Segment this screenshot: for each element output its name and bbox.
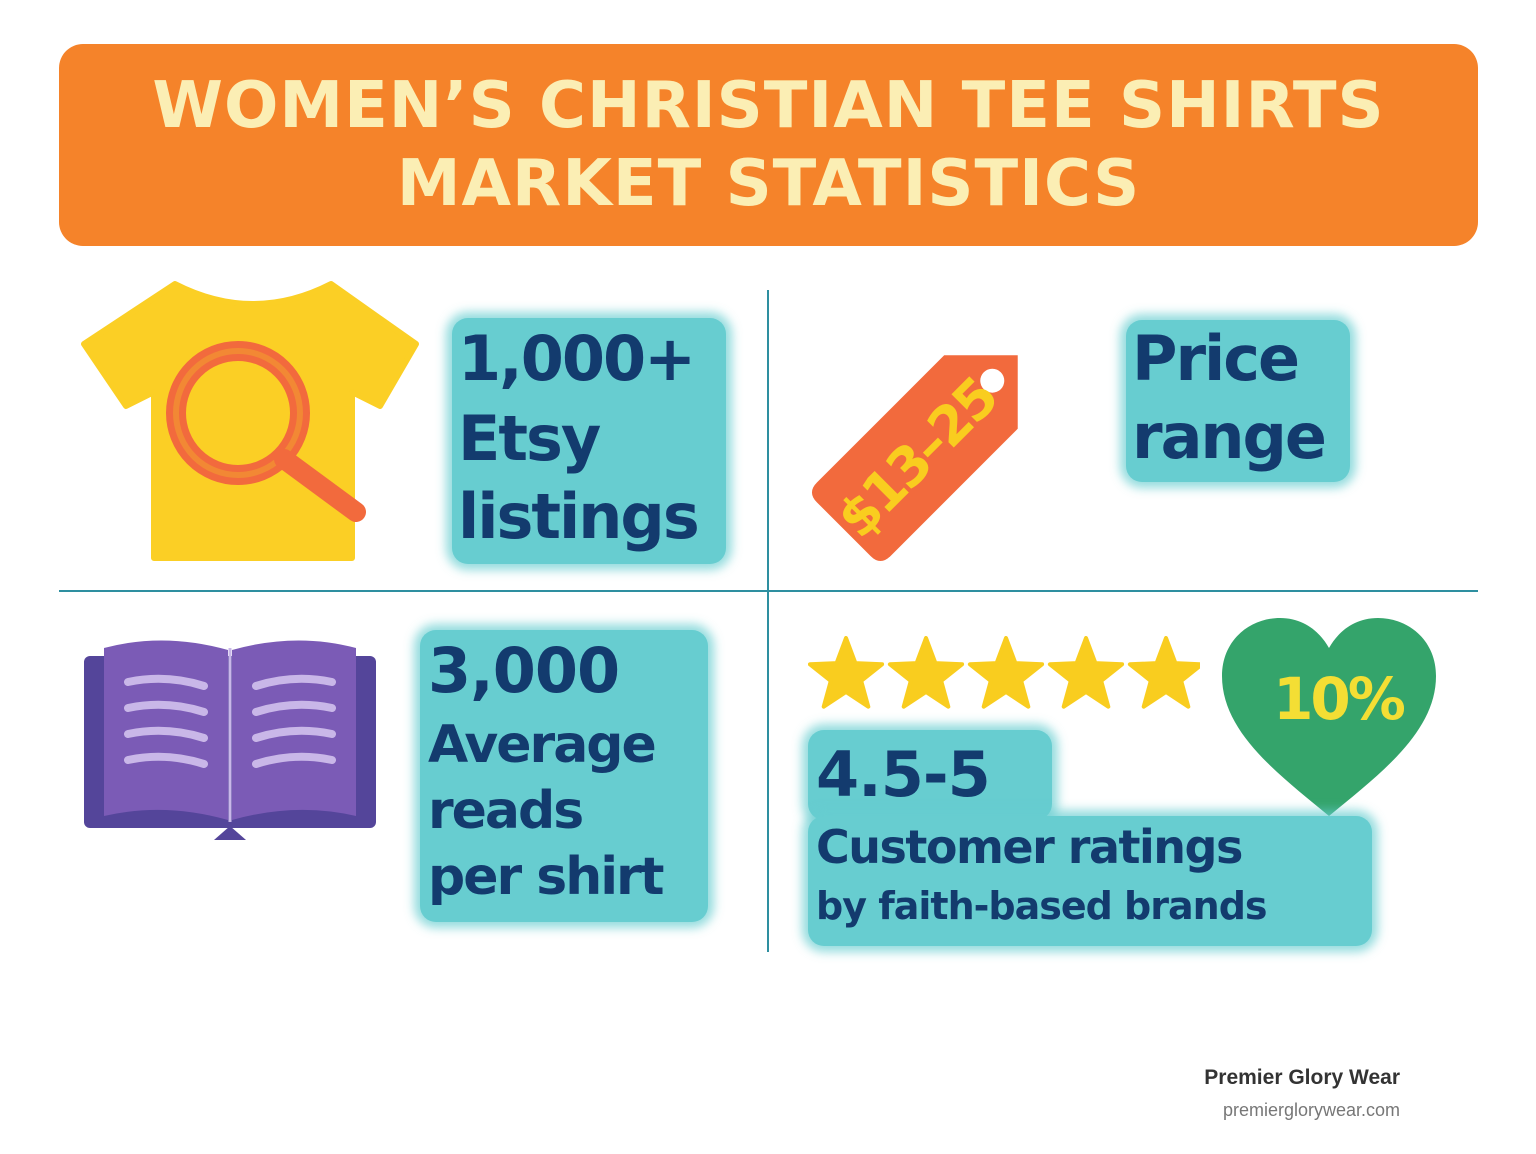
price-label-line-2: range [1132,400,1327,473]
ratings-value-box: 4.5-5 [808,730,1052,820]
reads-label-line-1: Average [428,715,657,775]
reads-label-line-3: per shirt [428,847,665,907]
etsy-label-line-2: listings [458,480,700,553]
horizontal-divider [59,590,1478,592]
star-icon [1127,636,1200,709]
star-icon [887,636,965,709]
title-line-2: MARKET STATISTICS [396,147,1141,221]
heart-icon [1222,618,1436,816]
ratings-value: 4.5-5 [816,738,991,811]
heart-percentage: 10% [1273,665,1406,733]
price-range-stat: Price range [1126,320,1350,482]
star-icon [967,636,1045,709]
etsy-listings-stat: 1,000+ Etsy listings [452,318,726,564]
title-banner: WOMEN’S CHRISTIAN TEE SHIRTS MARKET STAT… [59,44,1478,246]
footer-brand: Premier Glory Wear [1204,1066,1400,1089]
vertical-divider [767,290,769,952]
star-icon [808,636,885,709]
etsy-label-line-1: Etsy [458,402,601,475]
price-label-line-1: Price [1132,322,1300,395]
reads-label-line-2: reads [428,781,584,841]
title-line-1: WOMEN’S CHRISTIAN TEE SHIRTS [152,69,1385,143]
open-book-icon [84,640,376,840]
ratings-label-line-1: Customer ratings [816,820,1243,874]
ratings-label-line-2: by faith-based brands [816,884,1268,928]
etsy-listings-value: 1,000+ [458,322,696,395]
ratings-label-box: Customer ratings by faith-based brands [808,816,1372,946]
price-tag-icon: $13–25 [811,355,1018,562]
tshirt-magnifier-icon [81,281,419,561]
average-reads-stat: 3,000 Average reads per shirt [420,630,708,922]
reads-value: 3,000 [428,634,620,707]
footer-url[interactable]: premierglorywear.com [1222,1100,1400,1120]
star-icon [1047,636,1125,709]
rating-stars [808,636,1200,709]
